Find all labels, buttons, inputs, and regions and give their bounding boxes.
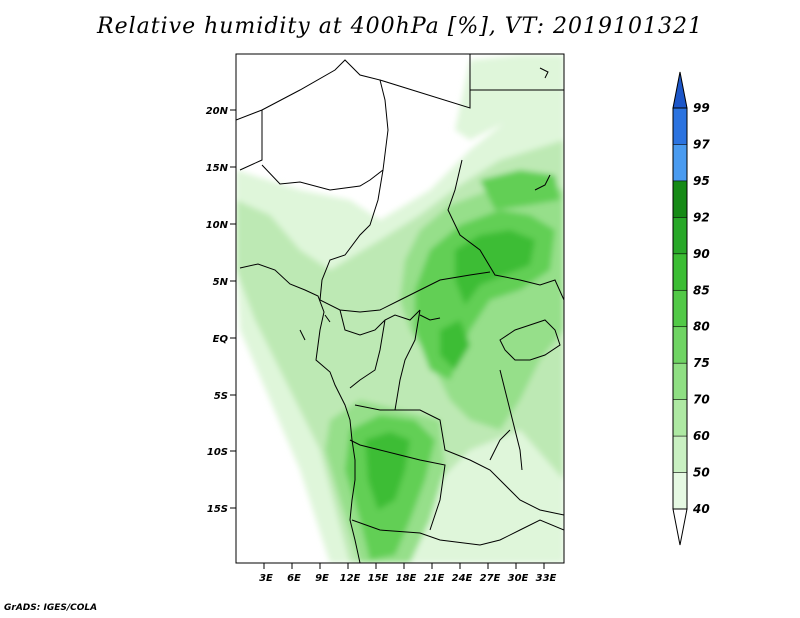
lon-ticks — [263, 563, 545, 569]
lon-label-12e: 12E — [340, 573, 361, 584]
libya-sudan-border — [379, 54, 564, 109]
humidity-field — [236, 55, 564, 563]
nile-features — [534, 67, 551, 191]
colorbar-label: 97 — [693, 137, 710, 151]
congo-borders — [339, 309, 421, 389]
lon-label-30e: 30E — [508, 573, 529, 584]
colorbar-label: 40 — [692, 502, 710, 516]
sudan-borders — [447, 159, 564, 301]
lat-label-5n: 5N — [213, 277, 229, 288]
lon-label-6e: 6E — [287, 573, 301, 584]
lat-label-15s: 15S — [207, 504, 228, 515]
colorbar-segment — [673, 217, 687, 254]
lon-label-9e: 9E — [315, 573, 329, 584]
colorbar-segment — [673, 108, 687, 145]
lat-label-10n: 10N — [206, 220, 229, 231]
lat-label-eq: EQ — [213, 334, 229, 345]
lat-labels: 20N 15N 10N 5N EQ 5S 10S 15S — [206, 106, 229, 515]
map-title: Relative humidity at 400hPa [%], VT: 201… — [97, 14, 703, 39]
colorbar-label: 95 — [693, 174, 710, 188]
colorbar-label: 99 — [693, 101, 710, 115]
colorbar-labels: 40 50 60 70 75 80 85 90 92 95 97 99 — [692, 101, 710, 516]
colorbar-segment — [673, 290, 687, 327]
atlantic-coastline — [239, 263, 361, 563]
lon-label-3e: 3E — [259, 573, 273, 584]
colorbar-label: 80 — [693, 320, 710, 334]
lon-label-21e: 21E — [424, 573, 445, 584]
colorbar-label: 85 — [693, 283, 710, 297]
lon-labels: 3E 6E 9E 12E 15E 18E 21E 24E 27E 30E 33E — [259, 573, 556, 584]
colorbar-segment — [673, 326, 687, 364]
colorbar: 40 50 60 70 75 80 85 90 92 95 97 99 — [672, 71, 710, 546]
colorbar-label: 75 — [693, 356, 710, 370]
small-lakes — [299, 314, 441, 341]
colorbar-frame — [672, 107, 688, 510]
angola-zambia-borders — [349, 404, 564, 546]
lon-label-27e: 27E — [480, 573, 501, 584]
lon-label-33e: 33E — [536, 573, 557, 584]
map-frame — [235, 53, 565, 564]
lon-label-18e: 18E — [396, 573, 417, 584]
lon-label-15e: 15E — [368, 573, 389, 584]
colorbar-label: 92 — [693, 210, 710, 224]
colorbar-bottom-arrow — [672, 508, 688, 546]
lake-victoria-uganda — [499, 319, 561, 361]
lon-label-24e: 24E — [452, 573, 473, 584]
drc-southern-borders — [394, 309, 564, 516]
lat-ticks — [230, 109, 236, 509]
colorbar-label: 90 — [693, 247, 710, 261]
colorbar-segment — [673, 472, 687, 509]
colorbar-label: 70 — [693, 393, 710, 407]
colorbar-segments — [673, 107, 687, 510]
colorbar-segment — [673, 399, 687, 437]
sahel-borders — [236, 59, 389, 191]
grads-credit: GrADS: IGES/COLA — [4, 603, 98, 613]
country-borders — [236, 54, 564, 563]
colorbar-top-arrow — [672, 71, 688, 109]
colorbar-segment — [673, 253, 687, 291]
colorbar-segment — [673, 436, 687, 473]
colorbar-segment — [673, 180, 687, 218]
lat-label-15n: 15N — [206, 163, 229, 174]
colorbar-label: 50 — [693, 466, 710, 480]
colorbar-segment — [673, 144, 687, 181]
lat-label-20n: 20N — [206, 106, 229, 117]
rift-lakes — [489, 369, 523, 471]
lat-label-5s: 5S — [214, 391, 228, 402]
colorbar-segment — [673, 363, 687, 400]
chad-car-borders — [319, 169, 491, 313]
colorbar-label: 60 — [693, 429, 710, 443]
lat-label-10s: 10S — [207, 447, 228, 458]
